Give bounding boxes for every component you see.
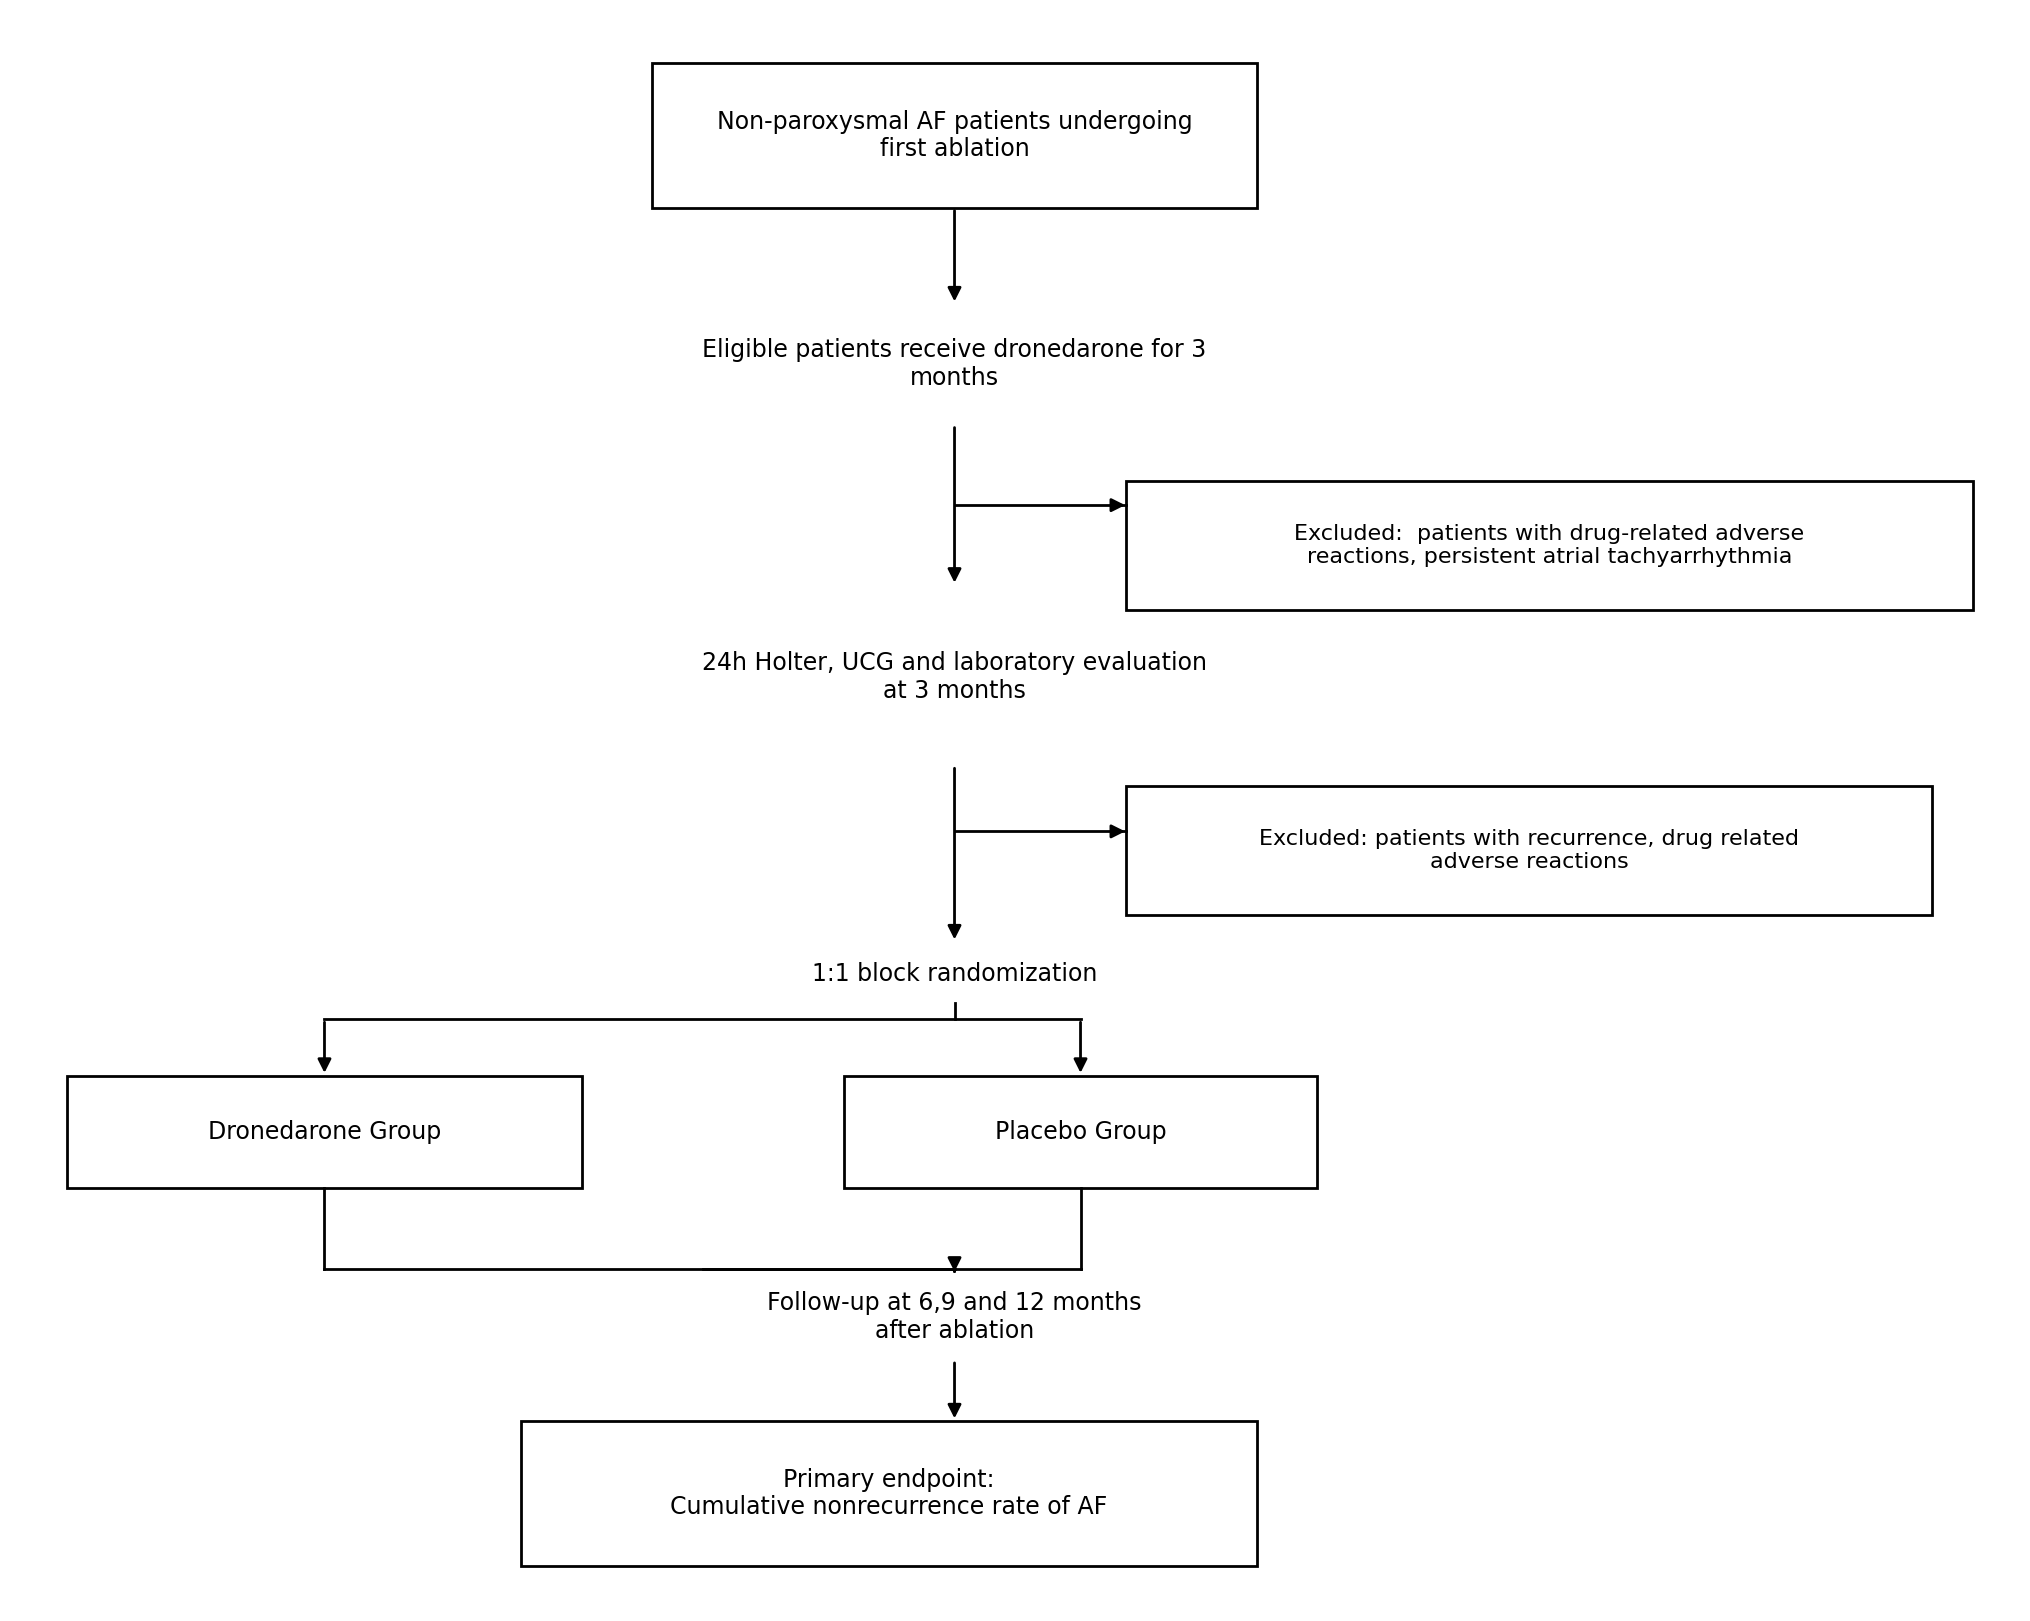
Text: Excluded: patients with recurrence, drug related
adverse reactions: Excluded: patients with recurrence, drug…: [1259, 828, 1799, 872]
FancyBboxPatch shape: [1127, 481, 1973, 609]
Text: Follow-up at 6,9 and 12 months
after ablation: Follow-up at 6,9 and 12 months after abl…: [767, 1290, 1141, 1342]
Text: Primary endpoint:
Cumulative nonrecurrence rate of AF: Primary endpoint: Cumulative nonrecurren…: [670, 1467, 1108, 1519]
FancyBboxPatch shape: [67, 1076, 581, 1188]
FancyBboxPatch shape: [522, 1422, 1257, 1566]
Text: Placebo Group: Placebo Group: [995, 1120, 1167, 1144]
Text: 24h Holter, UCG and laboratory evaluation
at 3 months: 24h Holter, UCG and laboratory evaluatio…: [702, 652, 1208, 704]
Text: Non-paroxysmal AF patients undergoing
first ablation: Non-paroxysmal AF patients undergoing fi…: [717, 110, 1192, 162]
Text: 1:1 block randomization: 1:1 block randomization: [812, 963, 1096, 987]
Text: Dronedarone Group: Dronedarone Group: [207, 1120, 441, 1144]
Text: Eligible patients receive dronedarone for 3
months: Eligible patients receive dronedarone fo…: [702, 337, 1206, 389]
Text: Excluded:  patients with drug-related adverse
reactions, persistent atrial tachy: Excluded: patients with drug-related adv…: [1295, 524, 1805, 567]
FancyBboxPatch shape: [652, 63, 1257, 207]
FancyBboxPatch shape: [1127, 786, 1933, 914]
FancyBboxPatch shape: [844, 1076, 1317, 1188]
